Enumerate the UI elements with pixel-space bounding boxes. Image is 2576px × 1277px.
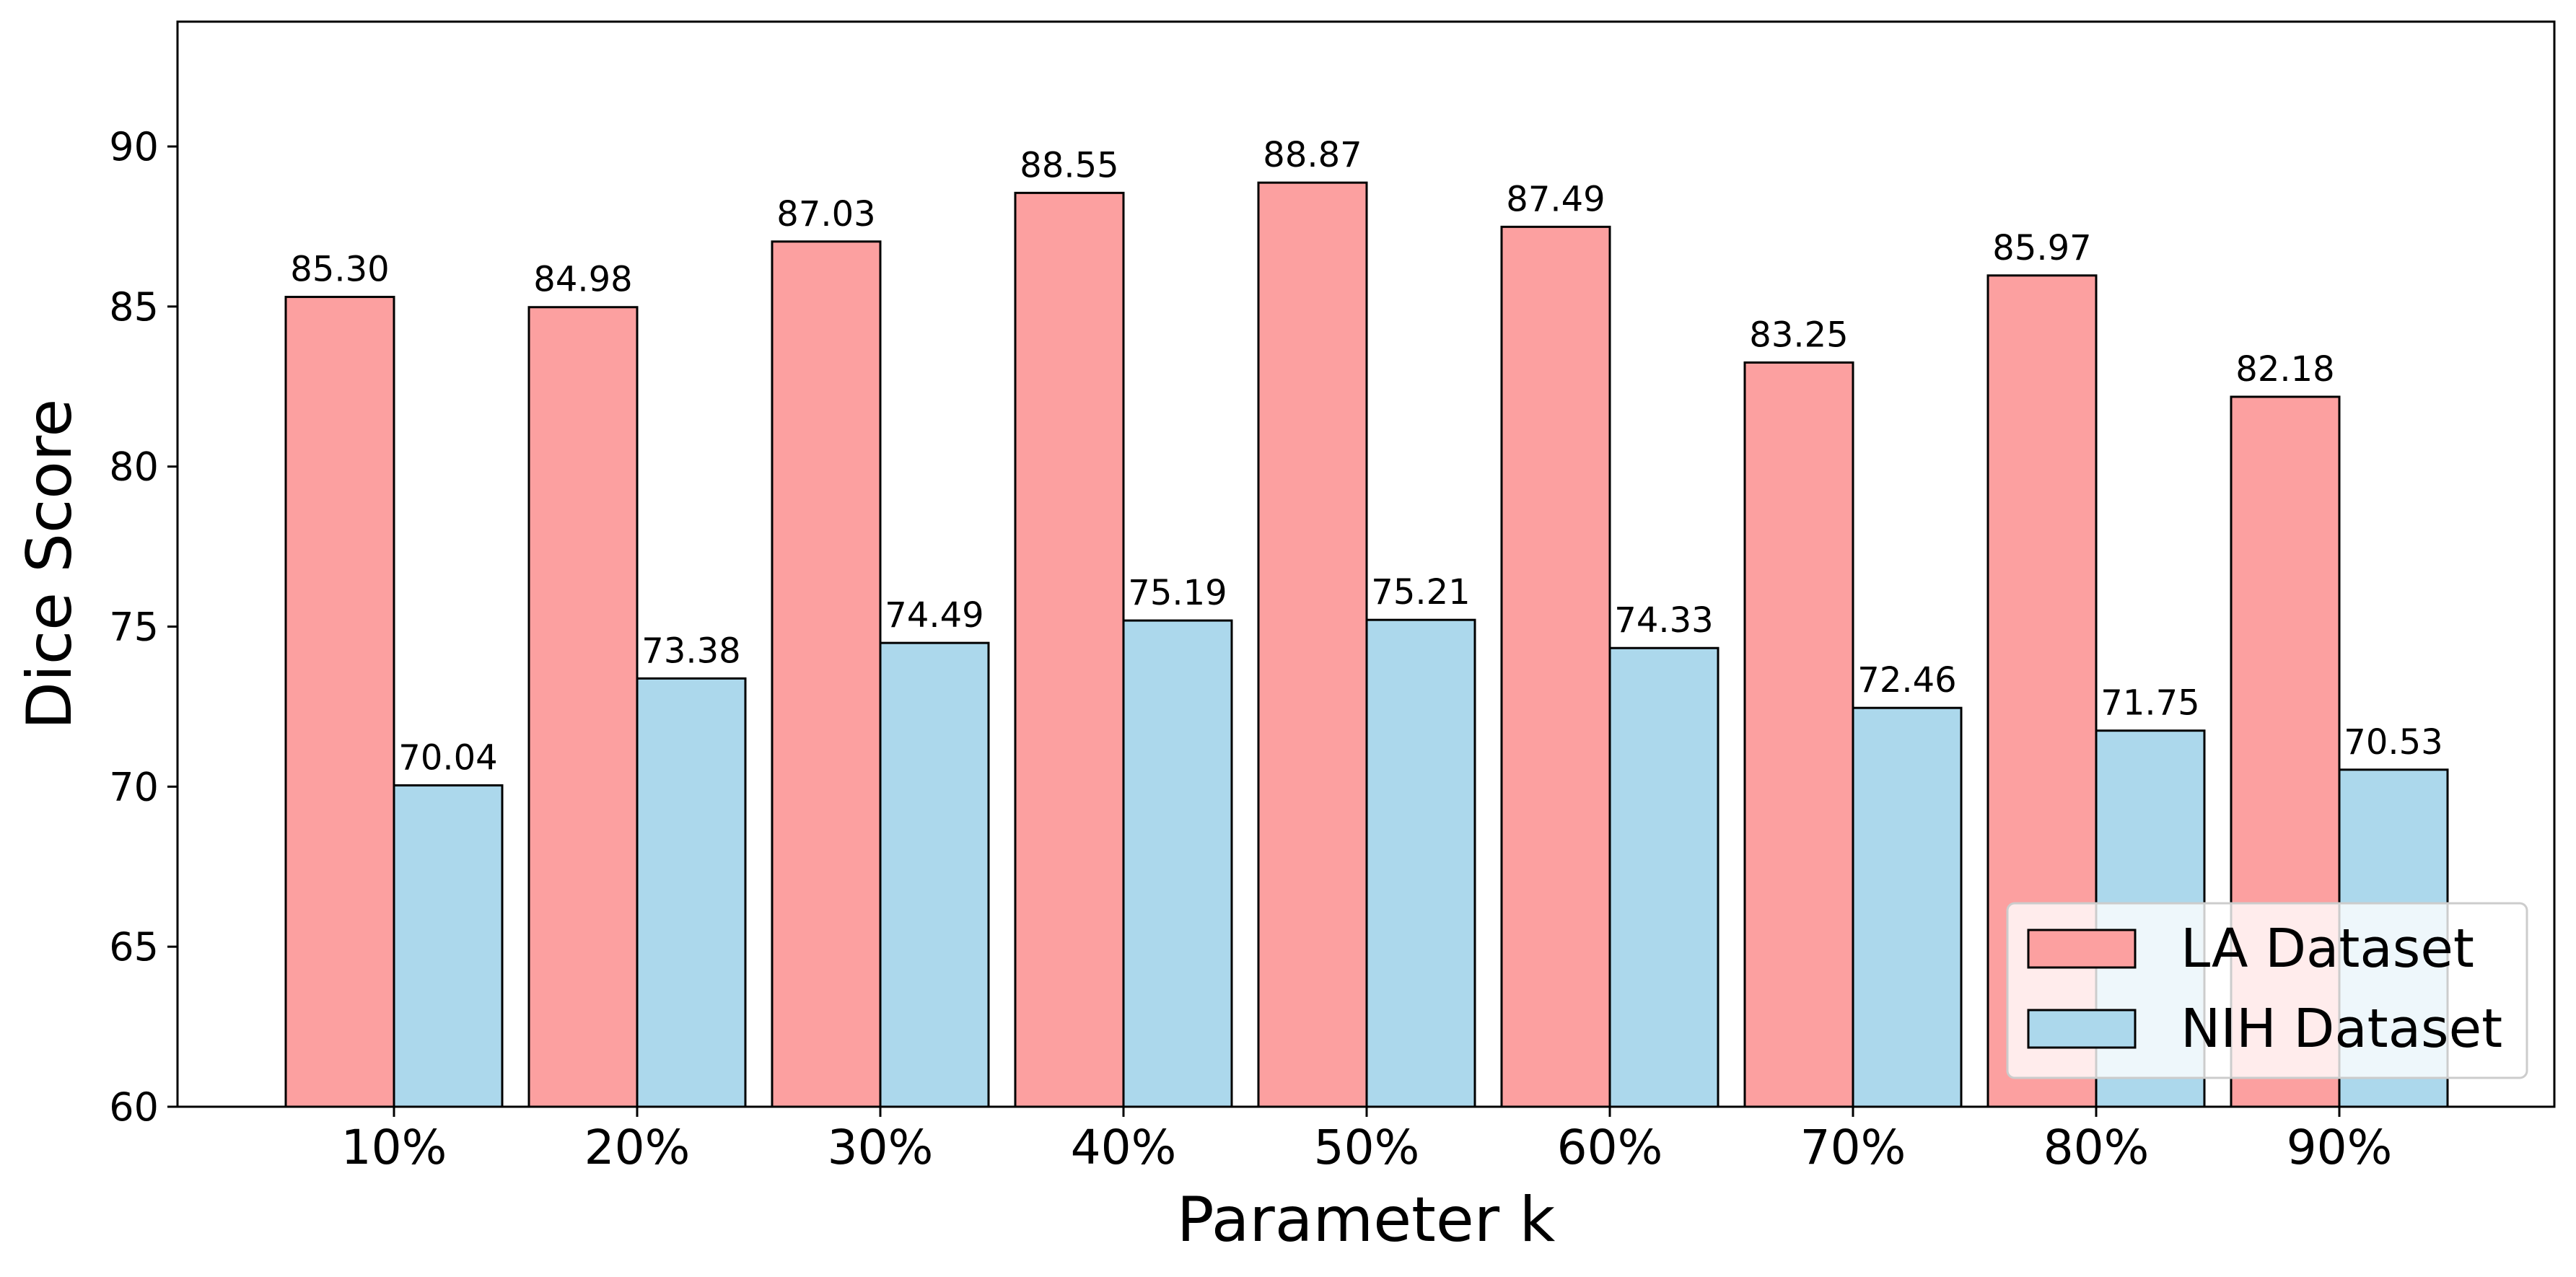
legend-frame — [2006, 902, 2528, 1079]
x-axis-ticks: 10% 20% 30% 40% 50% 60% 70% 80% 90% — [341, 1107, 2393, 1175]
x-tick-label: 20% — [584, 1120, 691, 1175]
data-label-nih-dataset: 74.33 — [1614, 600, 1713, 641]
bar-la-dataset — [527, 306, 639, 1108]
data-label-nih-dataset: 70.04 — [398, 738, 497, 778]
data-label-nih-dataset: 72.46 — [1857, 660, 1956, 701]
bar-la-dataset — [1014, 191, 1125, 1108]
data-label-nih-dataset: 75.21 — [1371, 572, 1470, 613]
data-label-la-dataset: 88.87 — [1263, 135, 1362, 175]
bar-la-dataset — [1500, 225, 1611, 1108]
bar-la-dataset — [1257, 181, 1368, 1108]
data-label-la-dataset: 83.25 — [1749, 315, 1848, 355]
data-label-la-dataset: 87.49 — [1506, 179, 1605, 219]
bar-nih-dataset — [1608, 646, 1719, 1108]
x-axis-label: Parameter k — [1177, 1184, 1556, 1256]
data-label-la-dataset: 85.30 — [290, 250, 389, 290]
y-tick-label: 75 — [109, 605, 159, 650]
x-tick-label: 40% — [1071, 1120, 1177, 1175]
plot-area-frame — [176, 20, 2556, 1108]
data-label-nih-dataset: 70.53 — [2344, 722, 2443, 763]
data-label-la-dataset: 82.18 — [2235, 349, 2334, 390]
x-tick-label: 50% — [1314, 1120, 1420, 1175]
legend-label-nih-dataset: NIH Dataset — [2181, 998, 2502, 1060]
y-tick-label: 85 — [109, 284, 159, 330]
bar-nih-dataset — [1852, 706, 1963, 1108]
legend-swatch-la-dataset — [2027, 929, 2137, 969]
y-tick-label: 70 — [109, 764, 159, 809]
data-labels-group: 85.30 84.98 87.03 88.55 88.87 87.49 83.25 85.97… — [290, 135, 2443, 778]
data-label-la-dataset: 87.03 — [776, 194, 875, 234]
x-tick-label: 90% — [2287, 1120, 2393, 1175]
legend: LA Dataset NIH Dataset — [2006, 902, 2528, 1079]
data-label-la-dataset: 88.55 — [1020, 145, 1118, 185]
bar-nih-dataset — [393, 784, 504, 1108]
y-tick-label: 60 — [109, 1084, 159, 1130]
x-tick-label: 60% — [1557, 1120, 1663, 1175]
x-tick-label: 10% — [341, 1120, 447, 1175]
bar-la-dataset — [771, 240, 882, 1108]
bar-nih-dataset — [879, 641, 990, 1108]
y-tick-label: 65 — [109, 924, 159, 970]
data-label-nih-dataset: 75.19 — [1128, 573, 1227, 613]
legend-swatch-nih-dataset — [2027, 1009, 2137, 1049]
x-tick-label: 30% — [828, 1120, 934, 1175]
bar-nih-dataset — [636, 677, 747, 1108]
data-label-la-dataset: 85.97 — [1992, 228, 2091, 268]
bar-nih-dataset — [1122, 619, 1233, 1108]
data-label-nih-dataset: 74.49 — [885, 595, 983, 636]
data-label-nih-dataset: 71.75 — [2100, 683, 2199, 724]
x-tick-label: 70% — [1800, 1120, 1906, 1175]
legend-label-la-dataset: LA Dataset — [2181, 918, 2474, 980]
bar-la-dataset — [1743, 361, 1854, 1108]
data-label-nih-dataset: 73.38 — [641, 631, 740, 671]
data-label-la-dataset: 84.98 — [533, 260, 632, 300]
y-axis-ticks: 60 65 70 75 80 85 90 — [109, 124, 178, 1130]
y-axis-label: Dice Score — [14, 399, 86, 730]
bar-nih-dataset — [1365, 618, 1476, 1108]
y-tick-label: 80 — [109, 444, 159, 490]
y-tick-label: 90 — [109, 124, 159, 170]
x-tick-label: 80% — [2043, 1120, 2150, 1175]
bar-la-dataset — [284, 296, 395, 1108]
